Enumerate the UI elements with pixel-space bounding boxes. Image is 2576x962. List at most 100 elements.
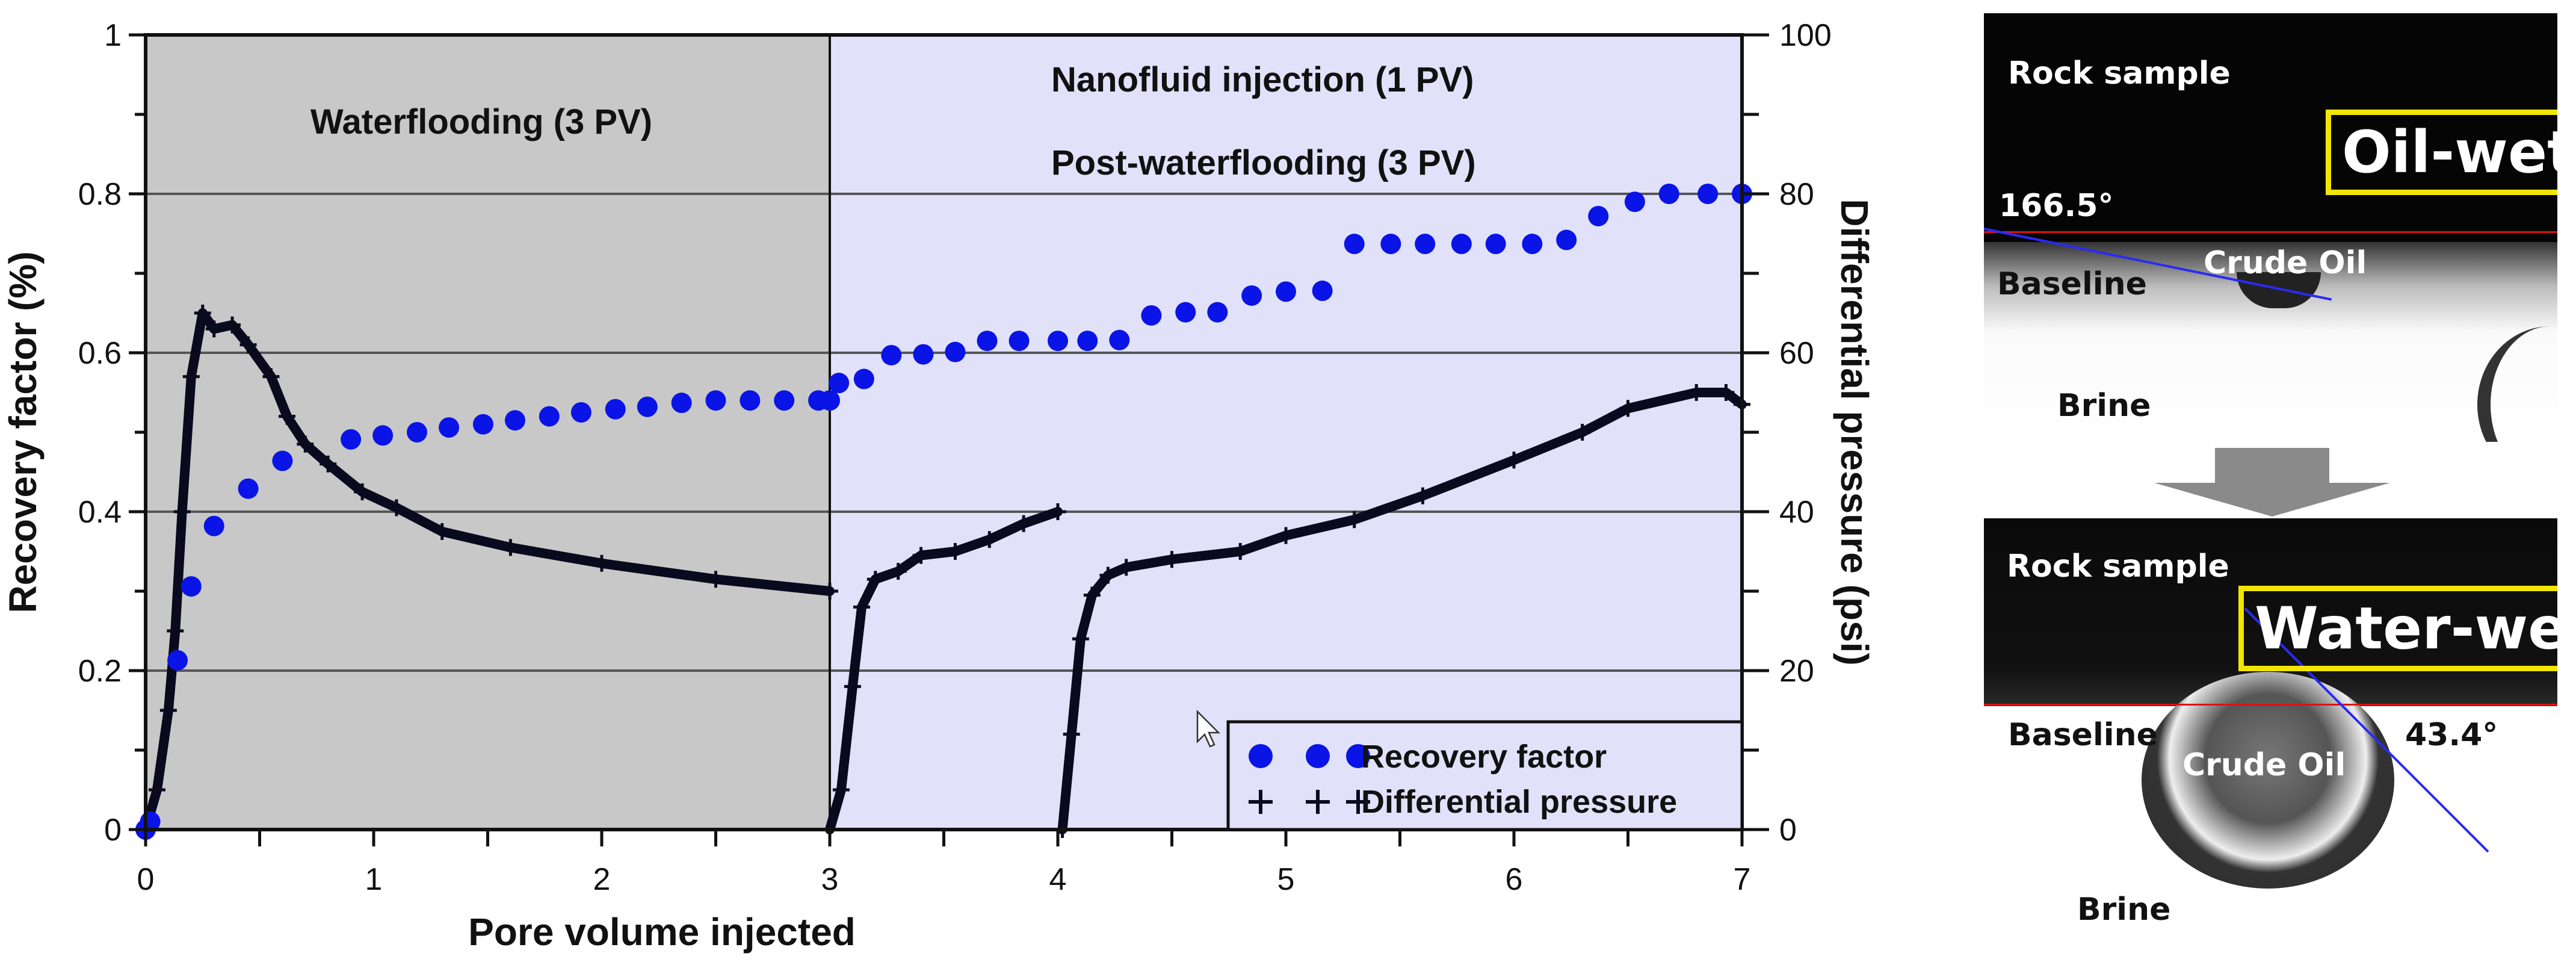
y2-tick-label: 60 xyxy=(1779,336,1814,371)
recovery-point xyxy=(439,417,460,438)
gridlines xyxy=(146,35,1742,830)
x-tick-label: 3 xyxy=(821,862,839,897)
pressure-point xyxy=(1277,527,1294,544)
pressure-point xyxy=(947,543,964,560)
legend-box xyxy=(1226,720,1744,831)
y-tick-label: 0.2 xyxy=(78,654,122,689)
pressure-point xyxy=(593,554,610,572)
x-tick-label: 4 xyxy=(1049,862,1067,897)
recovery-point xyxy=(705,390,726,411)
recovery-point xyxy=(1415,234,1436,255)
recovery-point xyxy=(1175,302,1196,323)
legend-label-recovery: Recovery factor xyxy=(1361,739,1607,775)
pressure-point xyxy=(159,702,177,719)
legend-recovery-marker xyxy=(1249,744,1273,768)
mouse-cursor-icon xyxy=(1196,709,1221,748)
recovery-factor-series xyxy=(135,184,1752,840)
pressure-point xyxy=(354,483,371,500)
rock-sample-label: Rock sample xyxy=(2007,548,2229,585)
angle-label: 43.4° xyxy=(2405,717,2498,753)
pressure-point xyxy=(707,571,724,588)
recovery-point xyxy=(1658,184,1679,204)
pressure-point xyxy=(1345,511,1363,529)
baseline-label: Baseline xyxy=(2008,717,2158,753)
pressure-point xyxy=(433,523,451,540)
pressure-point xyxy=(182,368,200,385)
recovery-point xyxy=(372,425,394,446)
crude-oil-droplet xyxy=(2142,672,2394,889)
pressure-point xyxy=(278,408,295,425)
recovery-point xyxy=(272,450,293,471)
recovery-point xyxy=(671,393,692,414)
recovery-point xyxy=(1141,305,1162,326)
pressure-point xyxy=(502,539,519,556)
recovery-point xyxy=(1048,330,1068,352)
pressure-point xyxy=(1232,543,1249,560)
recovery-point xyxy=(829,373,850,394)
recovery-point xyxy=(1276,281,1296,302)
y-axis-title: Recovery factor (%) xyxy=(1,251,45,613)
recovery-point xyxy=(945,341,966,362)
angle-label: 166.5° xyxy=(1999,188,2114,224)
water-wet-label: Water-wet xyxy=(2238,586,2557,671)
recovery-point xyxy=(1077,330,1098,352)
pressure-point xyxy=(1717,384,1735,401)
post-waterflooding-label: Post-waterflooding (3 PV) xyxy=(1051,143,1476,182)
recovery-point xyxy=(1344,234,1365,255)
pressure-point xyxy=(262,368,280,385)
pressure-point xyxy=(194,305,211,321)
y2-axis-title: Differential pressure (psi) xyxy=(1833,199,1876,665)
pressure-point xyxy=(821,583,838,600)
recovery-point xyxy=(1380,234,1401,255)
pressure-point xyxy=(853,598,871,616)
pressure-point xyxy=(167,622,184,639)
recovery-point xyxy=(637,396,658,417)
y-tick-label: 0.4 xyxy=(78,495,122,530)
pressure-point xyxy=(1574,424,1591,441)
y2-tick-label: 0 xyxy=(1779,813,1797,848)
water-wet-photo: Rock sample Water-wet Baseline 43.4° Cru… xyxy=(1984,518,2557,952)
pressure-point xyxy=(889,563,907,580)
pressure-point xyxy=(320,455,337,473)
pressure-point xyxy=(1049,503,1066,520)
pressure-point xyxy=(148,781,165,798)
pressure-point xyxy=(844,678,861,695)
x-tick-label: 0 xyxy=(137,862,155,897)
recovery-point xyxy=(774,390,795,411)
pressure-point xyxy=(912,547,930,564)
recovery-point xyxy=(1241,285,1262,306)
y2-tick-label: 100 xyxy=(1779,18,1832,53)
baseline-label: Baseline xyxy=(1997,266,2147,302)
pressure-point xyxy=(205,320,223,338)
brine-label: Brine xyxy=(2057,388,2151,424)
legend-pressure-marker xyxy=(1249,790,1273,814)
pressure-point xyxy=(224,316,241,334)
recovery-point xyxy=(1207,302,1228,323)
oil-wet-label: Oil-wet xyxy=(2326,110,2557,195)
y2-tick-label: 40 xyxy=(1779,495,1814,530)
recovery-point xyxy=(341,429,362,450)
recovery-point xyxy=(881,344,902,365)
recovery-point xyxy=(1312,281,1333,302)
pressure-point xyxy=(173,503,191,520)
pressure-point xyxy=(1117,559,1135,576)
crude-oil-label: Crude Oil xyxy=(2182,747,2346,783)
recovery-point xyxy=(1556,229,1577,250)
y-tick-label: 0 xyxy=(104,813,122,848)
brine-label: Brine xyxy=(2077,892,2171,928)
pressure-point xyxy=(1063,725,1080,743)
x-tick-label: 1 xyxy=(365,862,383,897)
legend-label-pressure: Differential pressure xyxy=(1361,784,1677,820)
recovery-point xyxy=(913,344,934,365)
pressure-point xyxy=(981,531,998,548)
x-tick-label: 2 xyxy=(593,862,611,897)
y2-tick-label: 80 xyxy=(1779,177,1814,212)
recovery-point xyxy=(1451,234,1472,255)
recovery-point xyxy=(1109,329,1130,350)
pressure-point xyxy=(1163,551,1181,568)
crude-oil-label: Crude Oil xyxy=(2204,245,2367,281)
recovery-point xyxy=(181,576,202,597)
recovery-point xyxy=(167,650,188,671)
